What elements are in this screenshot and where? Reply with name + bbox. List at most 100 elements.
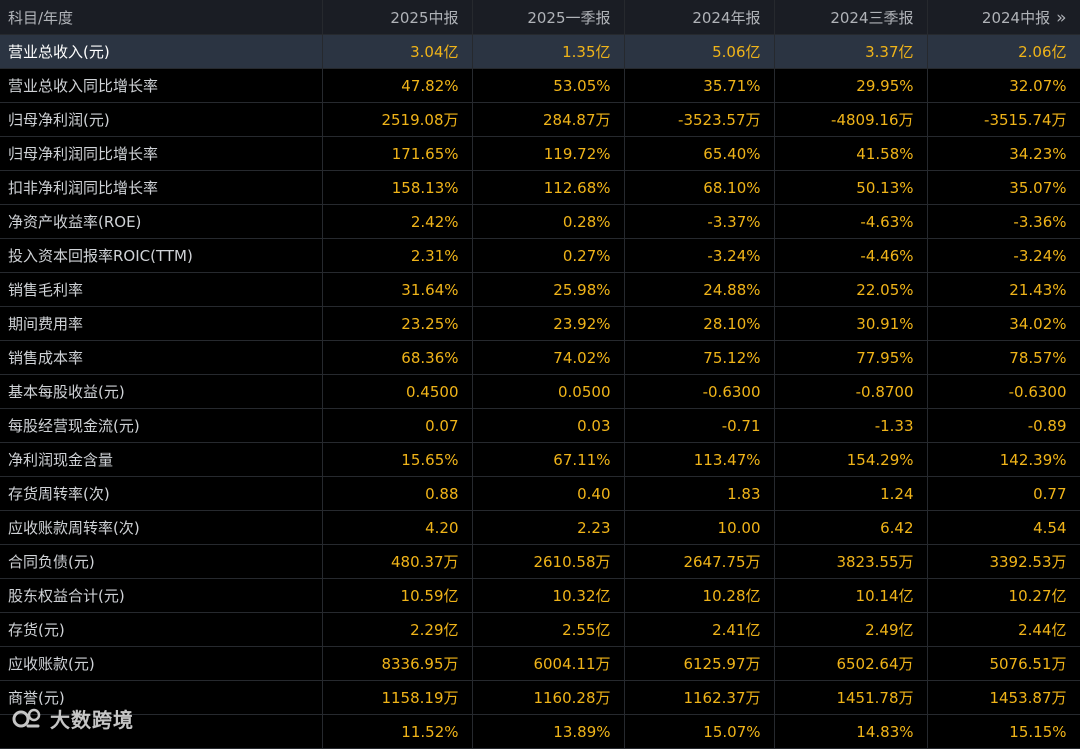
table-row[interactable]: 期间费用率 23.25% 23.92% 28.10% 30.91% 34.02% — [0, 306, 1080, 341]
table-cell: -0.8700 — [774, 374, 928, 409]
table-cell: 6004.11万 — [472, 646, 625, 681]
table-cell: 1158.19万 — [322, 680, 473, 715]
table-cell: 1.35亿 — [472, 34, 625, 69]
table-cell: 4.20 — [322, 510, 473, 545]
table-row[interactable]: 商誉(元) 1158.19万 1160.28万 1162.37万 1451.78万 145… — [0, 680, 1080, 715]
table-row[interactable]: 净资产收益率(ROE) 2.42% 0.28% -3.37% -4.63% -3.36% — [0, 204, 1080, 239]
table-cell: 6125.97万 — [624, 646, 775, 681]
table-cell: 1451.78万 — [774, 680, 928, 715]
table-cell: 0.07 — [322, 408, 473, 443]
table-row[interactable]: 股东权益合计(元) 10.59亿 10.32亿 10.28亿 10.14亿 10.27亿 — [0, 578, 1080, 613]
column-header-2024-h1[interactable]: 2024中报 » — [927, 0, 1080, 35]
table-row[interactable]: 应收账款周转率(次) 4.20 2.23 10.00 6.42 4.54 — [0, 510, 1080, 545]
table-cell: 15.15% — [927, 714, 1080, 749]
table-cell: 23.25% — [322, 306, 473, 341]
table-cell: 1.24 — [774, 476, 928, 511]
table-cell: 75.12% — [624, 340, 775, 375]
table-cell: 112.68% — [472, 170, 625, 205]
row-label: 营业总收入同比增长率 — [0, 68, 323, 103]
table-cell: 2.41亿 — [624, 612, 775, 647]
table-row[interactable]: 营业总收入同比增长率 47.82% 53.05% 35.71% 29.95% 32.07% — [0, 68, 1080, 103]
column-header-2025-h1[interactable]: 2025中报 — [322, 0, 473, 35]
table-cell: -4.63% — [774, 204, 928, 239]
table-cell: 47.82% — [322, 68, 473, 103]
table-cell: 24.88% — [624, 272, 775, 307]
table-cell: 113.47% — [624, 442, 775, 477]
table-cell: 2.44亿 — [927, 612, 1080, 647]
table-cell: 4.54 — [927, 510, 1080, 545]
table-row[interactable]: 营业总收入(元) 3.04亿 1.35亿 5.06亿 3.37亿 2.06亿 — [0, 34, 1080, 69]
table-cell: 10.59亿 — [322, 578, 473, 613]
table-cell: 8336.95万 — [322, 646, 473, 681]
row-label: 营业总收入(元) — [0, 34, 323, 69]
table-cell: 158.13% — [322, 170, 473, 205]
table-row[interactable]: 存货(元) 2.29亿 2.55亿 2.41亿 2.49亿 2.44亿 — [0, 612, 1080, 647]
table-row[interactable]: 投入资本回报率ROIC(TTM) 2.31% 0.27% -3.24% -4.46% -3… — [0, 238, 1080, 273]
table-cell: 2519.08万 — [322, 102, 473, 137]
table-cell: 2610.58万 — [472, 544, 625, 579]
table-cell: -1.33 — [774, 408, 928, 443]
table-cell: 41.58% — [774, 136, 928, 171]
table-cell: 142.39% — [927, 442, 1080, 477]
table-row[interactable]: 扣非净利润同比增长率 158.13% 112.68% 68.10% 50.13% 35.0… — [0, 170, 1080, 205]
table-row[interactable]: 每股经营现金流(元) 0.07 0.03 -0.71 -1.33 -0.89 — [0, 408, 1080, 443]
table-cell: 3392.53万 — [927, 544, 1080, 579]
table-cell: 0.0500 — [472, 374, 625, 409]
table-cell: 0.4500 — [322, 374, 473, 409]
table-cell: -3.36% — [927, 204, 1080, 239]
column-header-2025-q1[interactable]: 2025一季报 — [472, 0, 625, 35]
row-label: 扣非净利润同比增长率 — [0, 170, 323, 205]
table-cell: 10.32亿 — [472, 578, 625, 613]
table-cell: -0.89 — [927, 408, 1080, 443]
table-row[interactable]: 归母净利润同比增长率 171.65% 119.72% 65.40% 41.58% 34.2… — [0, 136, 1080, 171]
table-row[interactable]: 归母净利润(元) 2519.08万 284.87万 -3523.57万 -4809.16… — [0, 102, 1080, 137]
row-label: 每股经营现金流(元) — [0, 408, 323, 443]
table-cell: 21.43% — [927, 272, 1080, 307]
table-cell: -4.46% — [774, 238, 928, 273]
table-row[interactable]: 销售成本率 68.36% 74.02% 75.12% 77.95% 78.57% — [0, 340, 1080, 375]
table-cell: 0.27% — [472, 238, 625, 273]
table-cell: 284.87万 — [472, 102, 625, 137]
row-label: 基本每股收益(元) — [0, 374, 323, 409]
column-header-2024-q3[interactable]: 2024三季报 — [774, 0, 928, 35]
table-cell: 2647.75万 — [624, 544, 775, 579]
table-cell: 67.11% — [472, 442, 625, 477]
table-row[interactable]: 存货周转率(次) 0.88 0.40 1.83 1.24 0.77 — [0, 476, 1080, 511]
table-cell: 11.52% — [322, 714, 473, 749]
table-cell: 3.04亿 — [322, 34, 473, 69]
table-cell: 2.49亿 — [774, 612, 928, 647]
table-cell: 10.00 — [624, 510, 775, 545]
table-cell: 1162.37万 — [624, 680, 775, 715]
table-cell: 0.77 — [927, 476, 1080, 511]
column-header-2024-annual[interactable]: 2024年报 — [624, 0, 775, 35]
table-cell: 74.02% — [472, 340, 625, 375]
table-cell: 77.95% — [774, 340, 928, 375]
row-label: 存货周转率(次) — [0, 476, 323, 511]
row-label: 合同负债(元) — [0, 544, 323, 579]
table-cell: -3515.74万 — [927, 102, 1080, 137]
table-row[interactable]: 净利润现金含量 15.65% 67.11% 113.47% 154.29% 142.39% — [0, 442, 1080, 477]
table-row[interactable]: 应收账款(元) 8336.95万 6004.11万 6125.97万 6502.64万 5… — [0, 646, 1080, 681]
table-row[interactable]: 基本每股收益(元) 0.4500 0.0500 -0.6300 -0.8700 -0.63… — [0, 374, 1080, 409]
table-row[interactable]: 11.52% 13.89% 15.07% 14.83% 15.15% — [0, 714, 1080, 749]
row-label: 销售毛利率 — [0, 272, 323, 307]
table-row[interactable]: 销售毛利率 31.64% 25.98% 24.88% 22.05% 21.43% — [0, 272, 1080, 307]
table-cell: 29.95% — [774, 68, 928, 103]
table-cell: 119.72% — [472, 136, 625, 171]
table-cell: 5.06亿 — [624, 34, 775, 69]
double-chevron-right-icon[interactable]: » — [1056, 7, 1067, 28]
table-cell: 22.05% — [774, 272, 928, 307]
table-cell: -3.24% — [624, 238, 775, 273]
table-cell: 30.91% — [774, 306, 928, 341]
table-cell: 31.64% — [322, 272, 473, 307]
table-cell: 34.23% — [927, 136, 1080, 171]
table-cell: 25.98% — [472, 272, 625, 307]
table-cell: 10.14亿 — [774, 578, 928, 613]
row-label: 期间费用率 — [0, 306, 323, 341]
table-cell: 13.89% — [472, 714, 625, 749]
row-label: 应收账款周转率(次) — [0, 510, 323, 545]
row-label: 净利润现金含量 — [0, 442, 323, 477]
table-row[interactable]: 合同负债(元) 480.37万 2610.58万 2647.75万 3823.55万 33… — [0, 544, 1080, 579]
table-cell: 171.65% — [322, 136, 473, 171]
